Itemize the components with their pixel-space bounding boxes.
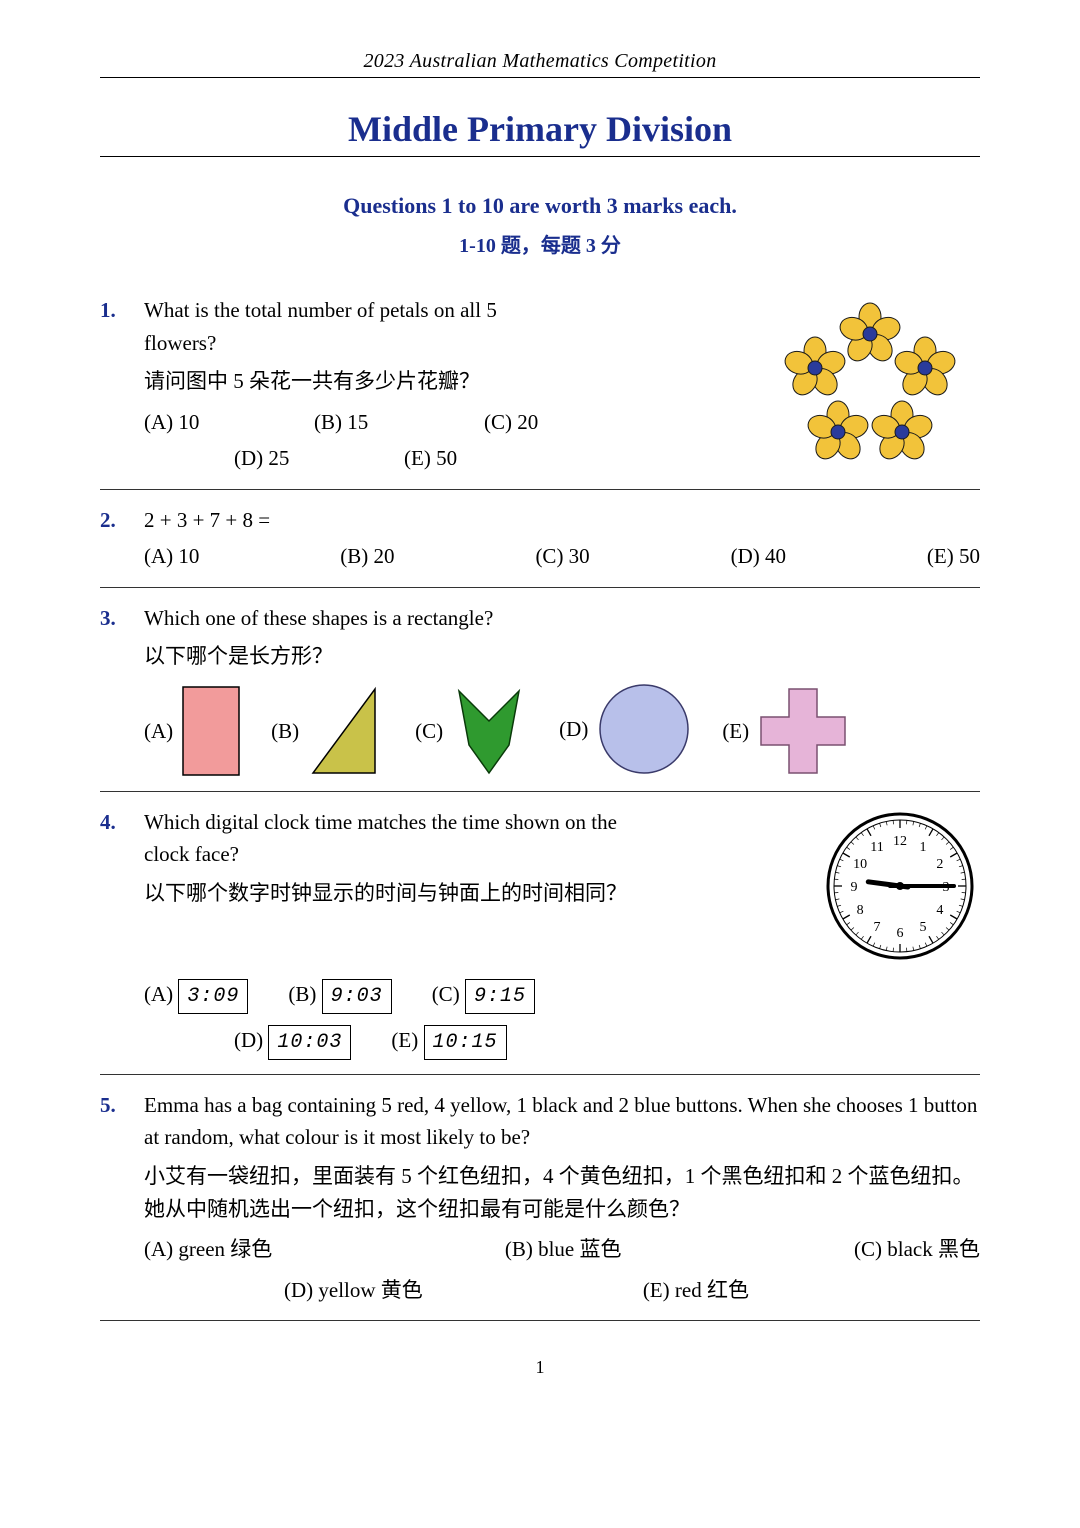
q1-opt-a: (A) 10 bbox=[144, 406, 314, 439]
q4-opt-e: (E) 10:15 bbox=[391, 1024, 506, 1060]
q1-text-cn: 请问图中 5 朵花一共有多少片花瓣？ bbox=[144, 365, 564, 398]
question-number: 4. bbox=[100, 806, 144, 839]
q4-text-cn: 以下哪个数字时钟显示的时间与钟面上的时间相同？ bbox=[144, 877, 664, 910]
chevron-icon bbox=[451, 685, 529, 777]
q3-shapes: (A) (B) (C) bbox=[144, 681, 980, 777]
q3-label-e: (E) bbox=[722, 715, 749, 748]
q4-opt-d: (D) 10:03 bbox=[234, 1024, 351, 1060]
q3-text-cn: 以下哪个是长方形？ bbox=[144, 640, 980, 673]
q3-label-c: (C) bbox=[415, 715, 443, 748]
q5-opt-b: (B) blue 蓝色 bbox=[505, 1233, 622, 1266]
svg-text:10: 10 bbox=[853, 857, 867, 872]
section-heading-cn: 1-10 题，每题 3 分 bbox=[100, 229, 980, 258]
title-rule bbox=[100, 156, 980, 157]
svg-text:2: 2 bbox=[936, 857, 943, 872]
divider bbox=[100, 791, 980, 792]
question-number: 3. bbox=[100, 602, 144, 635]
page-number: 1 bbox=[100, 1357, 980, 1378]
question-number: 5. bbox=[100, 1089, 144, 1122]
flowers-figure bbox=[760, 294, 980, 474]
q1-options-row2: (D) 25 (E) 50 bbox=[144, 442, 564, 475]
q2-options: (A) 10 (B) 20 (C) 30 (D) 40 (E) 50 bbox=[144, 540, 980, 573]
header-title: 2023 Australian Mathematics Competition bbox=[100, 50, 980, 78]
question-5: 5. Emma has a bag containing 5 red, 4 ye… bbox=[100, 1089, 980, 1306]
svg-text:7: 7 bbox=[874, 920, 881, 935]
divider bbox=[100, 1320, 980, 1321]
rectangle-icon bbox=[181, 685, 241, 777]
question-number: 2. bbox=[100, 504, 144, 537]
svg-text:11: 11 bbox=[870, 840, 883, 855]
q4-opt-c: (C) 9:15 bbox=[432, 978, 535, 1014]
divider bbox=[100, 1074, 980, 1075]
q4-options-row1: (A) 3:09 (B) 9:03 (C) 9:15 bbox=[144, 978, 980, 1014]
q1-opt-e: (E) 50 bbox=[404, 442, 457, 475]
q2-opt-b: (B) 20 bbox=[340, 540, 394, 573]
svg-text:12: 12 bbox=[893, 834, 907, 849]
svg-text:9: 9 bbox=[851, 880, 858, 895]
q1-opt-b: (B) 15 bbox=[314, 406, 484, 439]
section-heading-en: Questions 1 to 10 are worth 3 marks each… bbox=[100, 193, 980, 219]
q2-opt-d: (D) 40 bbox=[731, 540, 786, 573]
question-1: 1. What is the total number of petals on… bbox=[100, 294, 980, 475]
q3-label-a: (A) bbox=[144, 715, 173, 748]
q5-opt-c: (C) black 黑色 bbox=[854, 1233, 980, 1266]
svg-text:5: 5 bbox=[920, 920, 927, 935]
q2-opt-a: (A) 10 bbox=[144, 540, 199, 573]
circle-icon bbox=[596, 681, 692, 777]
q5-opt-e: (E) red 红色 bbox=[643, 1274, 749, 1307]
svg-text:8: 8 bbox=[857, 903, 864, 918]
q2-expression: 2 + 3 + 7 + 8 = bbox=[144, 504, 980, 537]
q5-options-row2: (D) yellow 黄色 (E) red 红色 bbox=[144, 1274, 980, 1307]
q1-opt-c: (C) 20 bbox=[484, 406, 538, 439]
q5-options-row1: (A) green 绿色 (B) blue 蓝色 (C) black 黑色 bbox=[144, 1233, 980, 1266]
svg-text:4: 4 bbox=[936, 903, 943, 918]
q1-opt-d: (D) 25 bbox=[234, 442, 404, 475]
question-number: 1. bbox=[100, 294, 144, 327]
q4-opt-b: (B) 9:03 bbox=[288, 978, 391, 1014]
svg-text:6: 6 bbox=[897, 926, 904, 941]
q4-text-en: Which digital clock time matches the tim… bbox=[144, 806, 664, 871]
divider bbox=[100, 489, 980, 490]
q3-label-b: (B) bbox=[271, 715, 299, 748]
q4-opt-a: (A) 3:09 bbox=[144, 978, 248, 1014]
q3-text-en: Which one of these shapes is a rectangle… bbox=[144, 602, 980, 635]
q1-text-en: What is the total number of petals on al… bbox=[144, 294, 564, 359]
svg-text:1: 1 bbox=[920, 840, 927, 855]
q5-opt-d: (D) yellow 黄色 bbox=[284, 1274, 423, 1307]
divider bbox=[100, 587, 980, 588]
triangle-icon bbox=[307, 685, 385, 777]
q5-opt-a: (A) green 绿色 bbox=[144, 1233, 272, 1266]
q2-opt-e: (E) 50 bbox=[927, 540, 980, 573]
q4-options-row2: (D) 10:03 (E) 10:15 bbox=[144, 1024, 980, 1060]
question-2: 2. 2 + 3 + 7 + 8 = (A) 10 (B) 20 (C) 30 … bbox=[100, 504, 980, 573]
q5-text-en: Emma has a bag containing 5 red, 4 yello… bbox=[144, 1089, 980, 1154]
q1-options-row1: (A) 10 (B) 15 (C) 20 bbox=[144, 406, 564, 439]
q3-label-d: (D) bbox=[559, 713, 588, 746]
q2-opt-c: (C) 30 bbox=[535, 540, 589, 573]
question-4: 4. 123456789101112 Which digital clock t… bbox=[100, 806, 980, 1060]
q5-text-cn: 小艾有一袋纽扣，里面装有 5 个红色纽扣，4 个黄色纽扣，1 个黑色纽扣和 2 … bbox=[144, 1160, 980, 1225]
clock-figure: 123456789101112 bbox=[820, 806, 980, 966]
page-title: Middle Primary Division bbox=[100, 108, 980, 150]
plus-icon bbox=[757, 685, 849, 777]
question-3: 3. Which one of these shapes is a rectan… bbox=[100, 602, 980, 777]
